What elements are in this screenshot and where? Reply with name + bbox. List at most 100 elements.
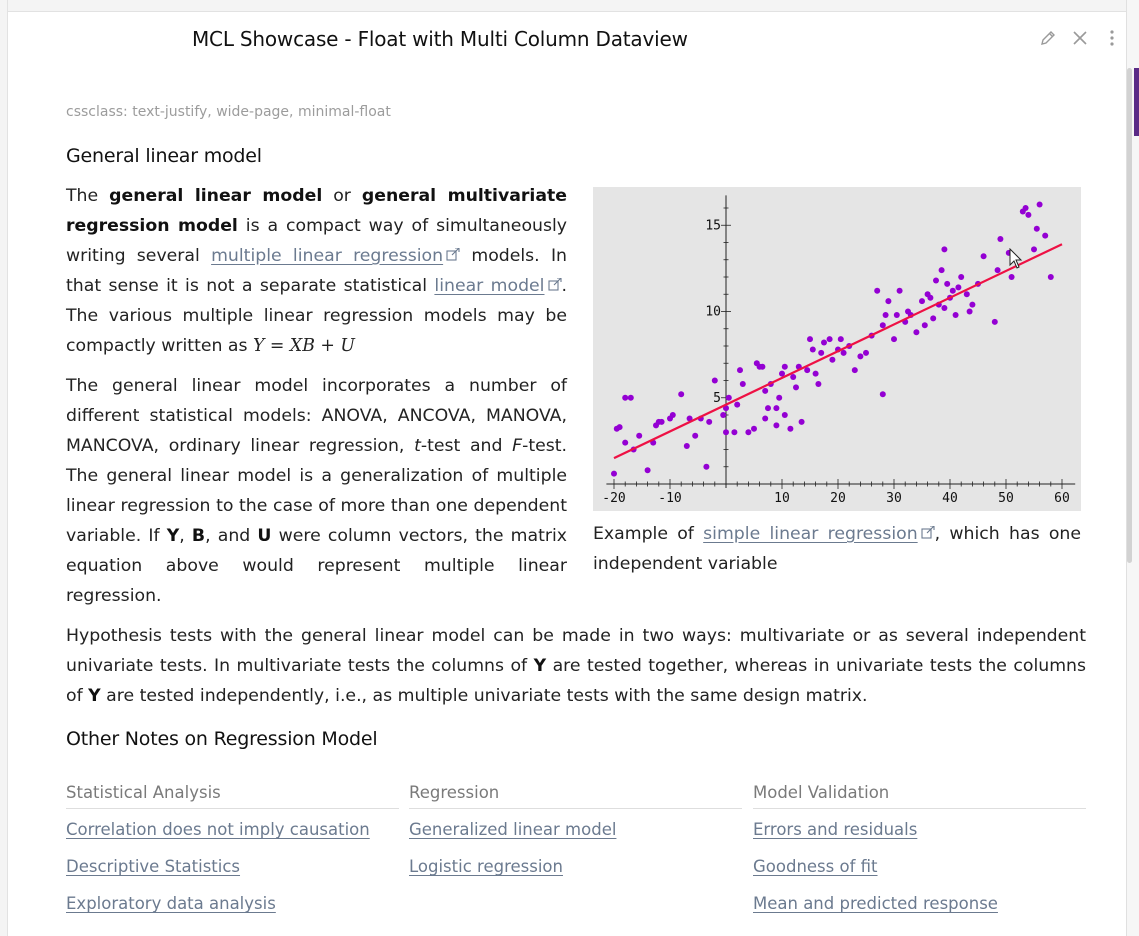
link-goodness-of-fit[interactable]: Goodness of fit bbox=[753, 857, 878, 876]
y-tick-label: 15 bbox=[705, 218, 721, 233]
heading-other-notes: Other Notes on Regression Model bbox=[66, 728, 378, 750]
data-point bbox=[809, 346, 816, 353]
data-point bbox=[781, 412, 788, 418]
data-point bbox=[857, 353, 864, 360]
data-point bbox=[703, 463, 710, 470]
data-point bbox=[812, 370, 819, 377]
heading-general-linear-model: General linear model bbox=[66, 145, 262, 167]
data-point bbox=[966, 308, 973, 315]
data-point bbox=[1025, 211, 1032, 218]
data-point bbox=[759, 363, 766, 370]
data-point bbox=[731, 429, 738, 436]
data-point bbox=[616, 424, 623, 431]
x-tick-label: 20 bbox=[830, 491, 846, 506]
column-statistical-analysis: Statistical Analysis Correlation does no… bbox=[66, 783, 399, 922]
link-exploratory-data-analysis[interactable]: Exploratory data analysis bbox=[66, 894, 276, 913]
data-point bbox=[762, 387, 769, 394]
data-point bbox=[921, 322, 928, 329]
regression-line bbox=[613, 243, 1063, 460]
data-point bbox=[737, 367, 743, 374]
data-point bbox=[997, 236, 1004, 243]
link-logistic-regression[interactable]: Logistic regression bbox=[409, 857, 563, 876]
data-point bbox=[762, 415, 769, 422]
x-tick-label: -20 bbox=[602, 491, 625, 506]
equation-y-xb-u: Y = XB + U bbox=[253, 336, 355, 356]
data-point bbox=[874, 287, 881, 294]
data-point bbox=[938, 267, 945, 274]
link-mean-predicted-response[interactable]: Mean and predicted response bbox=[753, 894, 998, 913]
data-point bbox=[821, 339, 827, 346]
data-point bbox=[963, 291, 970, 298]
data-point bbox=[706, 418, 713, 425]
data-point bbox=[787, 425, 794, 432]
data-point bbox=[781, 363, 788, 370]
data-point bbox=[980, 253, 987, 260]
link-generalized-linear-model[interactable]: Generalized linear model bbox=[409, 820, 617, 839]
app-top-bar bbox=[0, 0, 1139, 12]
data-point bbox=[863, 349, 869, 356]
x-tick-label: 10 bbox=[774, 491, 790, 506]
data-point bbox=[930, 315, 937, 322]
data-point bbox=[790, 374, 797, 381]
data-point bbox=[611, 470, 617, 477]
data-point bbox=[711, 377, 718, 384]
data-point bbox=[773, 422, 780, 429]
data-point bbox=[933, 277, 939, 284]
adjacent-pane-accent bbox=[1134, 68, 1139, 136]
data-point bbox=[851, 367, 858, 374]
data-point bbox=[882, 311, 889, 318]
scrollbar-thumb[interactable] bbox=[1127, 68, 1132, 563]
scatter-plot: -20 -10 10 20 30 40 50 60 5 10 15 bbox=[602, 195, 1076, 506]
data-point bbox=[745, 429, 752, 436]
link-multiple-linear-regression[interactable]: multiple linear regression bbox=[211, 246, 444, 266]
column-regression: Regression Generalized linear model Logi… bbox=[409, 783, 742, 885]
data-point bbox=[840, 349, 847, 356]
data-point bbox=[1047, 274, 1054, 280]
data-point bbox=[798, 418, 805, 425]
external-link-icon bbox=[547, 278, 562, 291]
data-point bbox=[725, 394, 732, 401]
data-point bbox=[991, 318, 998, 325]
y-tick-label: 10 bbox=[705, 305, 721, 320]
data-point bbox=[723, 429, 729, 436]
data-point bbox=[692, 432, 699, 439]
paragraph-models: The general linear model incorporates a … bbox=[66, 376, 567, 606]
data-point bbox=[804, 367, 811, 374]
more-vertical-icon[interactable] bbox=[1101, 27, 1123, 49]
link-errors-and-residuals[interactable]: Errors and residuals bbox=[753, 820, 918, 839]
column-header: Statistical Analysis bbox=[66, 783, 399, 809]
data-point bbox=[807, 336, 813, 343]
data-point bbox=[678, 391, 685, 398]
data-point bbox=[893, 311, 900, 318]
data-point bbox=[941, 246, 948, 253]
data-point bbox=[829, 356, 836, 363]
paragraph-intro: The general linear model or general mult… bbox=[66, 186, 567, 356]
y-tick-label: 5 bbox=[713, 391, 721, 406]
data-point bbox=[622, 439, 629, 446]
frontmatter-cssclass: cssclass: text-justify, wide-page, minim… bbox=[66, 104, 391, 120]
data-point bbox=[669, 412, 676, 418]
column-header: Regression bbox=[409, 783, 742, 809]
data-point bbox=[627, 394, 634, 401]
pencil-icon[interactable] bbox=[1037, 27, 1059, 49]
data-point bbox=[1033, 225, 1040, 232]
link-correlation-causation[interactable]: Correlation does not imply causation bbox=[66, 820, 370, 839]
app-left-edge bbox=[0, 0, 8, 936]
data-point bbox=[944, 280, 951, 287]
x-tick-label: 30 bbox=[886, 491, 902, 506]
data-point bbox=[891, 336, 897, 343]
link-simple-linear-regression[interactable]: simple linear regression bbox=[703, 524, 918, 544]
close-icon[interactable] bbox=[1069, 27, 1091, 49]
data-point bbox=[683, 443, 690, 450]
data-point bbox=[739, 380, 746, 387]
data-point bbox=[958, 274, 965, 280]
x-tick-label: 60 bbox=[1054, 491, 1070, 506]
data-point bbox=[686, 415, 693, 422]
data-point bbox=[896, 287, 903, 294]
data-point bbox=[955, 284, 962, 291]
external-link-icon bbox=[446, 248, 460, 261]
data-point bbox=[927, 294, 934, 301]
link-linear-model[interactable]: linear model bbox=[434, 276, 545, 296]
note-window: MCL Showcase - Float with Multi Column D… bbox=[9, 13, 1126, 936]
link-descriptive-statistics[interactable]: Descriptive Statistics bbox=[66, 857, 241, 876]
